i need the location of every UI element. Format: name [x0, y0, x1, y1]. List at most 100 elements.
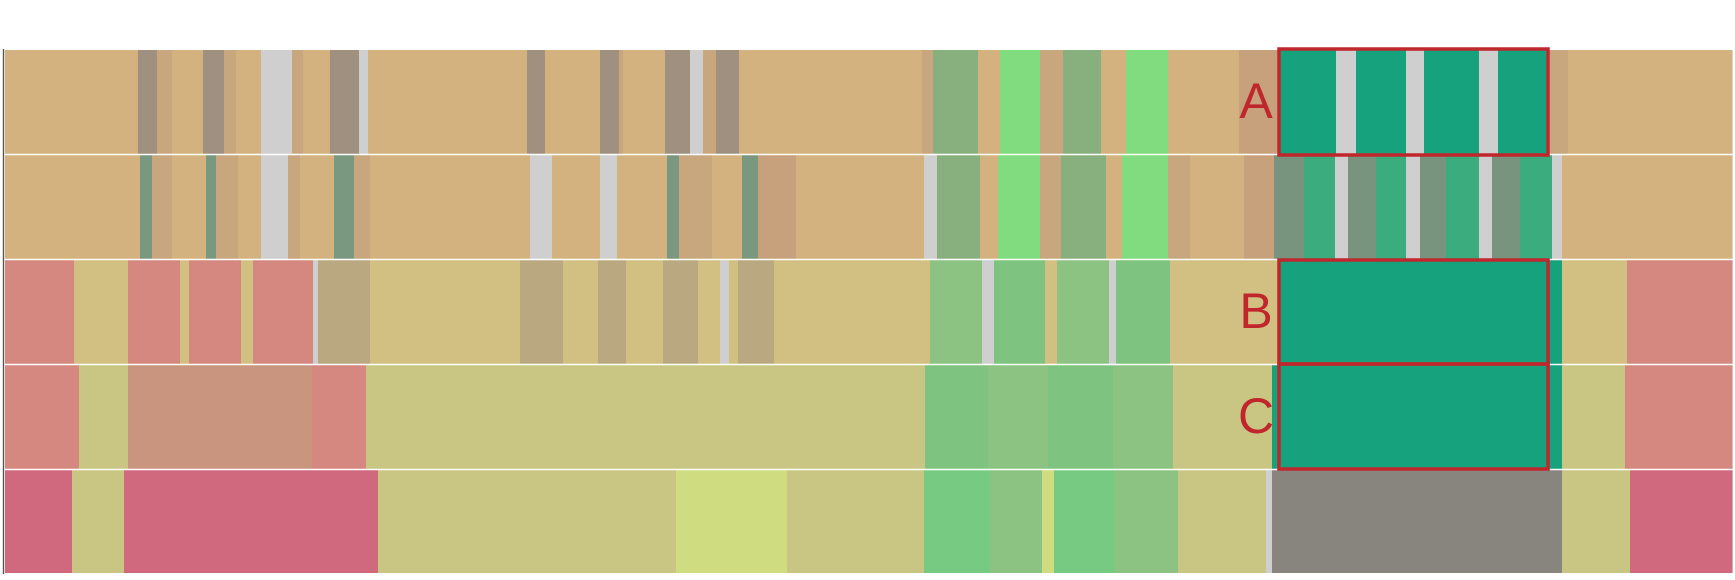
- heatmap-cell: [124, 470, 379, 573]
- heatmap-cell: [334, 155, 355, 259]
- heatmap-cell: [600, 50, 620, 154]
- heatmap-cell: [598, 260, 627, 364]
- heatmap-cell: [1424, 50, 1480, 154]
- heatmap-cell: [1627, 260, 1733, 364]
- heatmap-cell: [796, 155, 925, 259]
- heatmap-cell: [1173, 365, 1273, 469]
- heatmap-cell: [563, 260, 599, 364]
- heatmap-cell: [1548, 50, 1569, 154]
- heatmap-cell: [982, 260, 995, 364]
- heatmap-cell: [679, 155, 713, 259]
- heatmap-cell: [1101, 50, 1127, 154]
- heatmap-cell: [1446, 155, 1480, 259]
- heatmap-cell: [236, 50, 262, 154]
- heatmap-row-5: [5, 470, 1733, 573]
- heatmap-cell: [1406, 155, 1421, 259]
- heatmap-cell: [288, 155, 301, 259]
- heatmap-cell: [318, 260, 371, 364]
- heatmap-cell: [1479, 155, 1493, 259]
- heatmap-cell: [1625, 365, 1733, 469]
- heatmap-cell: [978, 50, 1001, 154]
- heatmap-cell: [1190, 155, 1245, 259]
- heatmap-cell: [138, 50, 158, 154]
- heatmap-cell: [1630, 470, 1733, 573]
- heatmap-cell: [1278, 260, 1563, 364]
- heatmap-cell: [988, 365, 1049, 469]
- heatmap-cell: [1244, 155, 1275, 259]
- heatmap-cell: [5, 365, 80, 469]
- label-b: B: [1239, 283, 1272, 339]
- heatmap-cell: [1063, 50, 1102, 154]
- heatmap-cell: [729, 260, 739, 364]
- highlight-box-c: [1277, 362, 1550, 471]
- heatmap-cell: [1562, 470, 1631, 573]
- heatmap-cell: [1042, 470, 1055, 573]
- heatmap-cell: [626, 260, 664, 364]
- highlight-labels: A B C: [1238, 73, 1274, 444]
- heatmap-cell: [1498, 50, 1549, 154]
- heatmap-cell: [739, 50, 769, 154]
- heatmap-cell: [370, 155, 531, 259]
- heatmap-cell: [1057, 260, 1110, 364]
- heatmap-cell: [180, 260, 190, 364]
- heatmap-cell: [1114, 470, 1179, 573]
- heatmap-cell: [774, 260, 931, 364]
- heatmap-cell: [203, 50, 225, 154]
- heatmap-cell: [623, 50, 666, 154]
- heatmap-cell: [330, 50, 360, 154]
- heatmap-cell: [1376, 155, 1407, 259]
- heatmap-cell: [552, 155, 601, 259]
- heatmap-cell: [1113, 365, 1174, 469]
- heatmap-cell: [1045, 260, 1058, 364]
- heatmap-cell: [300, 155, 335, 259]
- heatmap-cell: [1406, 50, 1425, 154]
- heatmap-cell: [292, 50, 304, 154]
- heatmap-cell: [5, 50, 139, 154]
- heatmap-cell: [768, 50, 923, 154]
- heatmap-cell: [922, 50, 934, 154]
- heatmap-cell: [545, 50, 559, 154]
- heatmap-cell: [1106, 155, 1123, 259]
- heatmap-cell: [1109, 260, 1117, 364]
- heatmap-cell: [924, 470, 991, 573]
- heatmap-cell: [1562, 260, 1628, 364]
- heatmap-cell: [998, 155, 1041, 259]
- heatmap-cell: [79, 365, 129, 469]
- heatmap-cell: [1552, 155, 1563, 259]
- heatmap-row-4: [5, 365, 1733, 469]
- heatmap-cell: [157, 50, 173, 154]
- heatmap-cell: [1335, 155, 1349, 259]
- heatmap-rows: [5, 50, 1733, 573]
- heatmap-cell: [366, 365, 546, 469]
- heatmap-cell: [663, 260, 699, 364]
- heatmap-cell: [1348, 155, 1377, 259]
- heatmap-cell: [1054, 470, 1115, 573]
- heatmap-cell: [990, 470, 1043, 573]
- heatmap-cell: [216, 155, 239, 259]
- heatmap-cell: [980, 155, 999, 259]
- heatmap-cell: [189, 260, 242, 364]
- heatmap-cell: [619, 50, 624, 154]
- heatmap-cell: [1568, 50, 1733, 154]
- heatmap-cell: [676, 470, 788, 573]
- heatmap-cell: [5, 260, 75, 364]
- heatmap-cell: [716, 50, 740, 154]
- heatmap-cell: [303, 50, 331, 154]
- heatmap-cell: [1061, 155, 1107, 259]
- heatmap-cell: [74, 260, 129, 364]
- heatmap-cell: [530, 155, 553, 259]
- heatmap-cell: [5, 470, 73, 573]
- heatmap-cell: [937, 155, 981, 259]
- heatmap-cell: [1122, 155, 1169, 259]
- label-a: A: [1239, 73, 1273, 129]
- heatmap-cell: [1304, 155, 1336, 259]
- heatmap-cell: [1178, 470, 1267, 573]
- heatmap-cell: [1274, 155, 1305, 259]
- heatmap-cell: [359, 50, 369, 154]
- heatmap-cell: [1336, 50, 1357, 154]
- heatmap-cell: [313, 260, 319, 364]
- heatmap-cell: [520, 260, 564, 364]
- heatmap-cell: [1126, 50, 1169, 154]
- heatmap-cell: [1048, 365, 1114, 469]
